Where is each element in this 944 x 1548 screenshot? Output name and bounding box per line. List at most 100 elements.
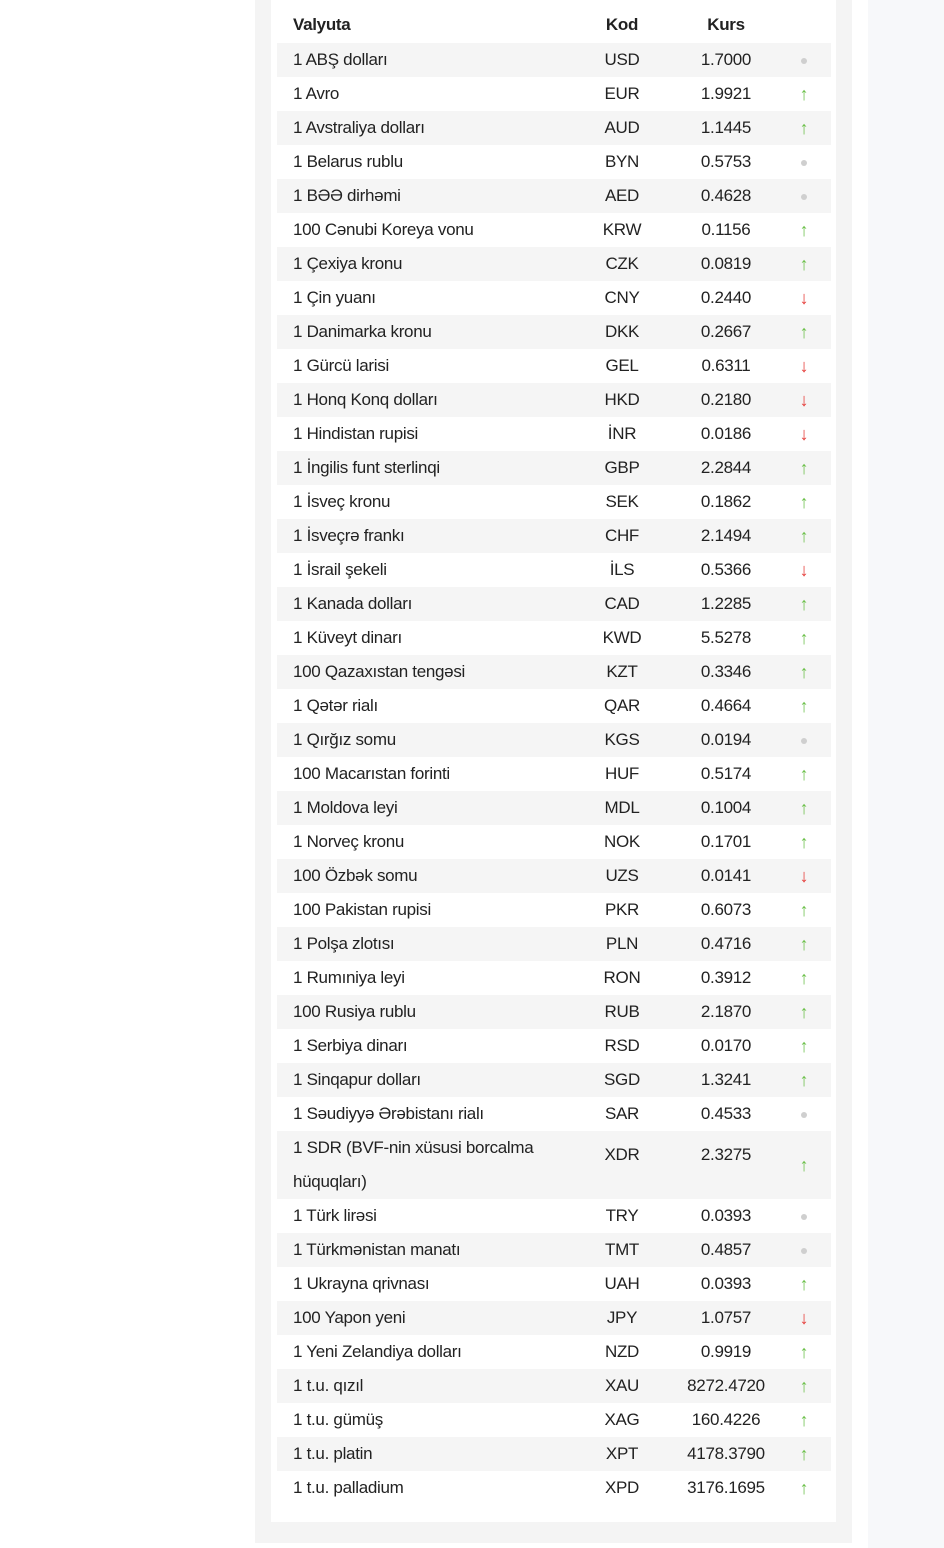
currency-name: 1 Səudiyyə Ərəbistanı rialı [293,1104,484,1123]
currency-name: 1 İngilis funt sterlinqi [293,458,440,477]
arrow-down-icon: ↓ [799,423,809,444]
currency-rate: 0.5753 [700,152,752,171]
currency-rate: 1.9921 [700,84,752,103]
trend-cell: ↑ [784,594,824,615]
currency-name: 1 Yeni Zelandiya dolları [293,1342,462,1361]
currency-rate: 1.7000 [700,50,752,69]
side-panel [868,0,944,1548]
currency-rate: 0.1156 [701,220,751,239]
currency-code: SAR [604,1104,640,1123]
currency-name: 1 Qətər rialı [293,696,378,715]
trend-cell: ↑ [784,1342,824,1363]
currency-rate: 0.9919 [700,1342,752,1361]
currency-code: USD [604,50,640,69]
trend-cell: ↓ [784,288,824,309]
table-row: 1 Serbiya dinarı RSD 0.0170 ↑ [277,1029,831,1063]
arrow-up-icon: ↑ [799,525,809,546]
table-row: 1 Avstraliya dolları AUD 1.1445 ↑ [277,111,831,145]
currency-code: XPT [605,1444,639,1463]
table-row: 1 İsveçrə frankı CHF 2.1494 ↑ [277,519,831,553]
table-row: 1 Danimarka kronu DKK 0.2667 ↑ [277,315,831,349]
trend-cell: ↑ [784,764,824,785]
currency-rate: 0.6311 [701,356,751,375]
arrow-up-icon: ↑ [799,797,809,818]
currency-name: 1 Honq Konq dolları [293,390,438,409]
trend-cell: ↑ [784,220,824,241]
currency-rate: 0.2440 [700,288,752,307]
trend-cell: ↑ [784,492,824,513]
currency-code: UAH [604,1274,640,1293]
currency-rate: 0.3346 [700,662,752,681]
currency-rate: 0.0819 [700,254,752,273]
trend-cell: ↑ [784,798,824,819]
currency-name: 1 Serbiya dinarı [293,1036,408,1055]
currency-code: XAG [604,1410,640,1429]
currency-name: 100 Cənubi Koreya vonu [293,220,474,239]
currency-name: 1 t.u. palladium [293,1478,404,1497]
currency-code: CHF [604,526,640,545]
arrow-down-icon: ↓ [799,559,809,580]
trend-cell: ↑ [784,84,824,105]
table-row: 1 Norveç kronu NOK 0.1701 ↑ [277,825,831,859]
currency-rate: 160.4226 [691,1410,761,1429]
currency-rate: 0.5366 [700,560,752,579]
currency-name: 1 t.u. platin [293,1444,373,1463]
currency-rate: 2.2844 [700,458,752,477]
currency-name: 1 Danimarka kronu [293,322,432,341]
table-row: 1 Gürcü larisi GEL 0.6311 ↓ [277,349,831,383]
currency-rate: 3176.1695 [687,1478,765,1497]
arrow-up-icon: ↑ [799,1273,809,1294]
currency-code: XAU [604,1376,640,1395]
currency-code: NZD [604,1342,640,1361]
currency-rate: 0.0186 [700,424,752,443]
currency-name: 1 Moldova leyi [293,798,398,817]
trend-cell [784,152,824,173]
trend-cell [784,730,824,751]
trend-cell: ↓ [784,390,824,411]
currency-name: 1 Hindistan rupisi [293,424,418,443]
trend-cell: ↑ [784,1410,824,1431]
currency-code: MDL [604,798,640,817]
arrow-up-icon: ↑ [799,695,809,716]
trend-cell: ↑ [784,1274,824,1295]
arrow-up-icon: ↑ [799,899,809,920]
table-row: 1 Çexiya kronu CZK 0.0819 ↑ [277,247,831,281]
table-row: 1 Moldova leyi MDL 0.1004 ↑ [277,791,831,825]
currency-rate: 8272.4720 [687,1376,765,1395]
currency-rate: 0.4857 [700,1240,752,1259]
currency-name: 1 Gürcü larisi [293,356,389,375]
arrow-up-icon: ↑ [799,457,809,478]
currency-rate: 0.1701 [700,832,752,851]
currency-rate: 0.0194 [700,730,752,749]
trend-cell [784,1240,824,1261]
currency-code: QAR [604,696,640,715]
trend-cell: ↑ [784,526,824,547]
currency-rate: 0.1004 [700,798,752,817]
table-row: 1 Hindistan rupisi İNR 0.0186 ↓ [277,417,831,451]
arrow-up-icon: ↑ [799,83,809,104]
currency-name: 100 Pakistan rupisi [293,900,431,919]
currency-code: SGD [604,1070,640,1089]
currency-code: KRW [602,220,642,239]
currency-code: TRY [605,1206,639,1225]
currency-code: XPD [604,1478,640,1497]
currency-code: TMT [604,1240,640,1259]
currency-code: İNR [607,424,637,443]
currency-rate: 0.4628 [700,186,752,205]
arrow-up-icon: ↑ [799,219,809,240]
arrow-up-icon: ↑ [799,1069,809,1090]
currency-rate: 0.0170 [700,1036,752,1055]
currency-code: RON [603,968,641,987]
currency-rate: 0.2180 [700,390,752,409]
trend-cell [784,1206,824,1227]
currency-rate: 2.1494 [700,526,752,545]
table-row: 1 Türkmənistan manatı TMT 0.4857 [277,1233,831,1267]
table-row: 1 Qətər rialı QAR 0.4664 ↑ [277,689,831,723]
currency-name: 1 Türkmənistan manatı [293,1240,461,1259]
table-row: 1 Ukrayna qrivnası UAH 0.0393 ↑ [277,1267,831,1301]
currency-rate: 0.4664 [700,696,752,715]
header-code: Kod [605,15,639,34]
currency-code: RSD [604,1036,640,1055]
currency-code: CNY [604,288,640,307]
trend-cell: ↑ [784,118,824,139]
